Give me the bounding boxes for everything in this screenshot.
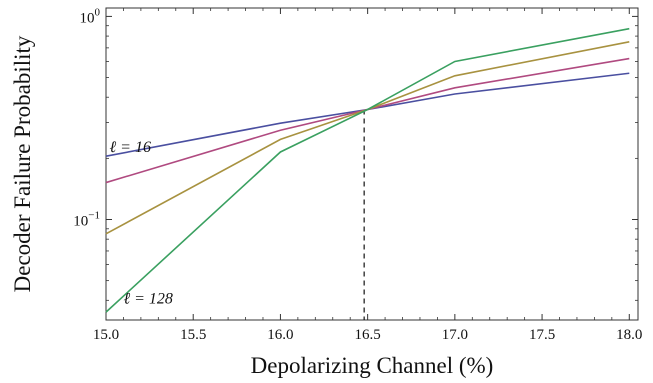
x-tick-label: 15.0: [93, 327, 119, 343]
plot-frame: [105, 7, 639, 321]
annotation: ℓ = 16: [109, 139, 150, 156]
ticks: [105, 8, 638, 320]
series-layer: [105, 27, 630, 313]
x-axis-title: Depolarizing Channel (%): [251, 353, 494, 378]
series-line: [105, 40, 630, 235]
y-tick-label: 10−1: [73, 209, 100, 229]
y-tick-label: 100: [80, 6, 101, 26]
y-tick-exponent: −1: [88, 209, 100, 221]
series-line: [105, 27, 630, 313]
x-tick-label: 18.0: [616, 327, 642, 343]
x-tick-label: 16.5: [355, 327, 381, 343]
y-tick-exponent: 0: [95, 6, 101, 18]
y-tick-base: 10: [73, 213, 88, 229]
y-tick-base: 10: [80, 10, 95, 26]
annotations: ℓ = 16 ℓ = 128: [109, 139, 172, 308]
annotation: ℓ = 128: [123, 291, 172, 308]
x-tick-label: 17.0: [442, 327, 468, 343]
x-tick-label: 15.5: [180, 327, 206, 343]
series-line: [105, 72, 630, 157]
y-axis-title: Decoder Failure Probability: [10, 35, 35, 292]
x-tick-label: 17.5: [529, 327, 555, 343]
series-line: [105, 57, 630, 184]
x-tick-label: 16.0: [267, 327, 293, 343]
